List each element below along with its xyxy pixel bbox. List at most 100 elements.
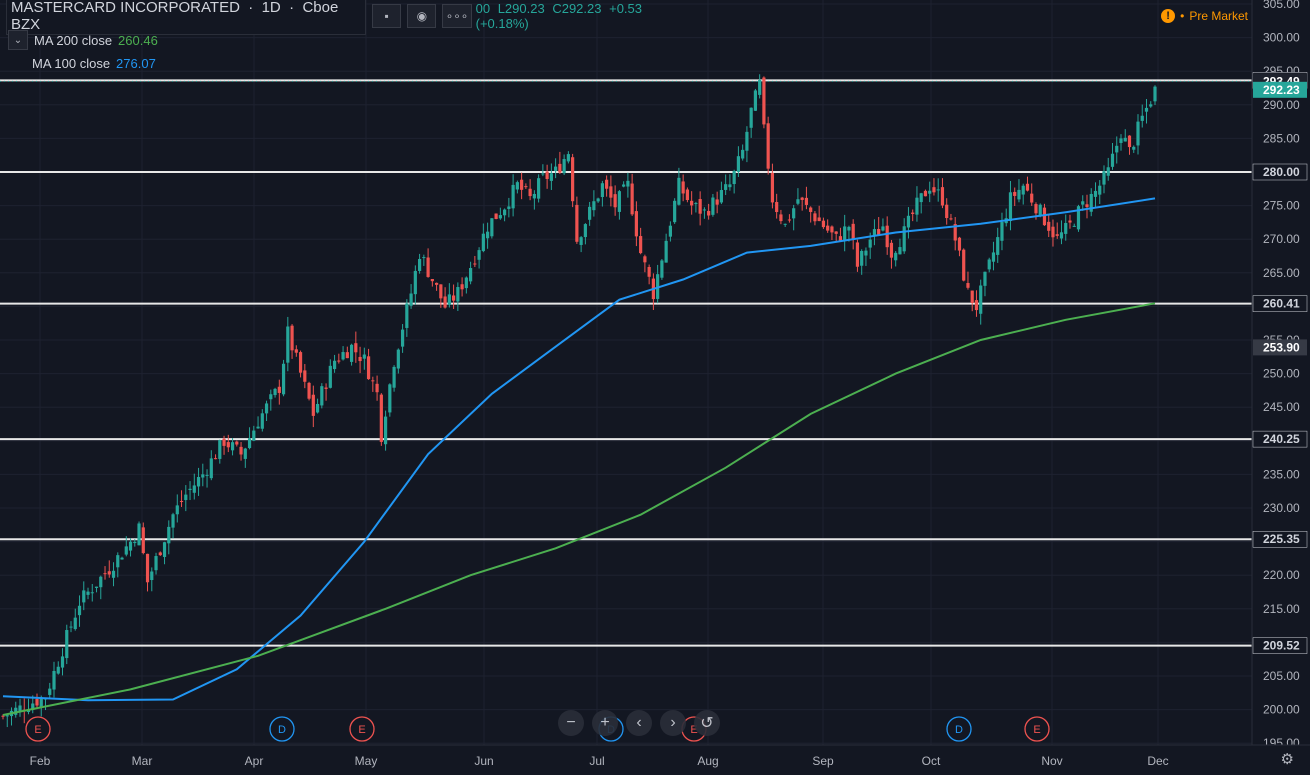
candle-body [983,271,987,286]
candle-body [426,257,430,277]
dividend-marker[interactable] [946,716,972,742]
candle-body [77,605,82,616]
candle-body [1136,121,1140,146]
candle-body [855,242,860,267]
chevron-down-icon[interactable]: ⌄ [8,30,28,50]
candle-body [494,213,498,219]
time-axis[interactable] [0,745,1310,775]
candle-body [889,242,894,258]
candle-body [1017,189,1021,200]
candle-body [728,184,732,188]
candle-body [1,715,5,717]
price-badge [1252,637,1308,654]
earnings-marker[interactable] [349,716,375,742]
price-badge-label: 260.41 [1263,297,1300,311]
candle-body [65,630,69,659]
candle-body [230,442,235,451]
candle-body [56,666,60,674]
candle-body [520,179,524,190]
candle-body [507,206,511,209]
candle-body [1068,220,1072,223]
indicator-ma100[interactable]: MA 100 close 276.07 [32,55,156,71]
candle-body [320,386,324,406]
candle-body [298,352,303,373]
scroll-left-button[interactable]: ‹ [626,710,652,736]
price-badge-label: 292.23 [1263,83,1300,97]
candle-body [383,416,388,445]
price-badge [1252,295,1308,312]
candle-body [209,458,213,479]
candle-body [26,710,31,712]
candle-body [770,172,775,203]
candle-body [167,526,171,544]
candle-body [171,514,175,528]
candle-body [783,223,787,225]
candle-body [911,212,915,214]
flag-icon[interactable]: ▪ [372,4,402,28]
candle-body [537,178,541,199]
scroll-right-button[interactable]: › [660,710,686,736]
candle-body [439,284,443,299]
x-tick-label: Aug [697,754,718,768]
candle-body [388,384,392,413]
candle-body [400,329,405,347]
x-tick-label: Feb [30,754,51,768]
candle-body [698,199,702,214]
candle-body [851,223,855,240]
candle-body [1132,146,1136,150]
candle-body [949,218,953,220]
candle-body [1102,171,1106,185]
candle-body [252,430,256,441]
candle-body [796,199,800,204]
candle-body [464,277,468,289]
candle-body [1034,204,1038,214]
earnings-marker[interactable] [1024,716,1050,742]
candle-body [375,383,379,393]
candle-body [894,252,898,261]
candle-body [600,183,604,198]
premarket-indicator[interactable]: ! • Pre Market [1161,9,1248,23]
candle-body [434,282,439,285]
candle-body [269,394,273,400]
x-tick-label: Nov [1041,754,1062,768]
candle-body [1081,201,1085,205]
more-icon[interactable]: ∘∘∘ [442,4,472,28]
candle-body [673,200,677,223]
zoom-out-button[interactable]: − [558,710,584,736]
candle-body [566,154,570,162]
candle-body [779,214,783,222]
candle-body [571,157,575,202]
candle-body [864,250,868,256]
eye-icon[interactable]: ◉ [407,4,437,28]
dividend-marker[interactable] [269,716,295,742]
indicator-ma200[interactable]: ⌄ MA 200 close 260.46 [8,30,158,50]
x-tick-label: Sep [812,754,834,768]
candle-body [821,220,826,228]
candle-body [745,131,749,151]
candle-body [588,206,592,220]
series-line [2,197,1156,702]
price-axis[interactable] [1252,0,1310,745]
candle-body [192,485,196,493]
symbol-title[interactable]: MASTERCARD INCORPORATED · 1D · Cboe BZX [6,0,367,35]
x-tick-label: Oct [922,754,941,768]
candle-body [290,325,294,351]
candle-body [1013,191,1017,196]
y-tick-label: 215.00 [1263,602,1300,616]
candle-body [626,180,630,187]
price-badge [1252,163,1308,181]
reset-chart-button[interactable]: ↺ [694,710,720,736]
candle-body [150,571,154,581]
candle-body [1149,104,1153,107]
candle-body [1093,190,1098,197]
candle-body [809,207,813,212]
candle-body [124,546,128,555]
candle-body [260,413,264,429]
zoom-in-button[interactable]: + [592,710,618,736]
candle-body [838,236,843,241]
earnings-marker[interactable] [25,716,51,742]
candle-body [337,360,341,362]
gear-icon[interactable]: ⚙ [1280,751,1294,768]
candle-body [715,199,719,205]
